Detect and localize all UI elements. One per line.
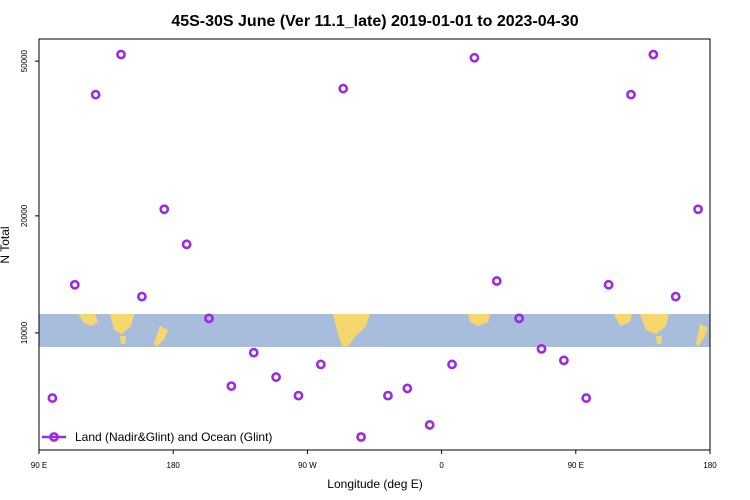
y-tick-label: 10000 bbox=[20, 321, 29, 344]
data-point bbox=[356, 432, 366, 442]
data-point bbox=[581, 393, 592, 403]
data-point bbox=[47, 393, 58, 403]
y-axis-label: N Total bbox=[0, 226, 12, 263]
data-point bbox=[116, 49, 126, 60]
legend: Land (Nadir&Glint) and Ocean (Glint) bbox=[42, 430, 272, 444]
data-point bbox=[402, 383, 413, 394]
x-tick-label: 90 E bbox=[31, 461, 47, 470]
continent-australia bbox=[614, 314, 708, 347]
x-tick-label: 90 E bbox=[568, 461, 584, 470]
y-tick-label: 50000 bbox=[20, 49, 29, 72]
chart-title: 45S-30S June (Ver 11.1_late) 2019-01-01 … bbox=[171, 13, 578, 30]
data-point bbox=[181, 239, 192, 250]
data-point bbox=[248, 347, 259, 358]
data-point bbox=[69, 279, 80, 290]
data-point bbox=[315, 359, 326, 370]
data-point bbox=[491, 276, 502, 286]
map-strip bbox=[39, 314, 710, 347]
ocean-band bbox=[39, 314, 710, 347]
data-point bbox=[136, 291, 147, 302]
data-point bbox=[424, 420, 435, 430]
x-tick-label: 180 bbox=[167, 461, 181, 470]
x-tick-label: 0 bbox=[439, 461, 444, 470]
continent-africa bbox=[78, 314, 168, 347]
data-point bbox=[626, 89, 636, 100]
data-points bbox=[47, 49, 703, 442]
y-tick-label: 20000 bbox=[20, 204, 29, 227]
data-point bbox=[603, 279, 614, 290]
data-point bbox=[693, 204, 703, 215]
data-point bbox=[338, 83, 349, 94]
data-point bbox=[383, 390, 393, 401]
data-point bbox=[159, 204, 170, 215]
data-point bbox=[514, 313, 525, 324]
data-point bbox=[447, 359, 457, 370]
x-tick-label: 180 bbox=[703, 461, 717, 470]
continent-south-america bbox=[333, 314, 370, 347]
data-point bbox=[204, 313, 214, 324]
data-point bbox=[293, 390, 304, 401]
plot-frame bbox=[38, 38, 711, 451]
x-tick-label: 90 W bbox=[298, 461, 317, 470]
data-point bbox=[90, 89, 101, 100]
data-point bbox=[226, 381, 237, 391]
data-point bbox=[536, 343, 547, 354]
legend-label: Land (Nadir&Glint) and Ocean (Glint) bbox=[75, 430, 272, 444]
legend-marker bbox=[49, 432, 59, 442]
data-point bbox=[271, 372, 281, 382]
x-axis-label: Longitude (deg E) bbox=[327, 477, 422, 491]
data-point bbox=[670, 291, 681, 302]
y-axis: 10000 20000 50000 bbox=[20, 49, 39, 344]
data-point bbox=[648, 49, 659, 60]
continent-africa-2 bbox=[468, 314, 490, 326]
data-point bbox=[558, 355, 569, 366]
x-axis: 90 E 180 90 W 0 90 E 180 bbox=[31, 450, 717, 470]
data-point bbox=[469, 52, 480, 63]
